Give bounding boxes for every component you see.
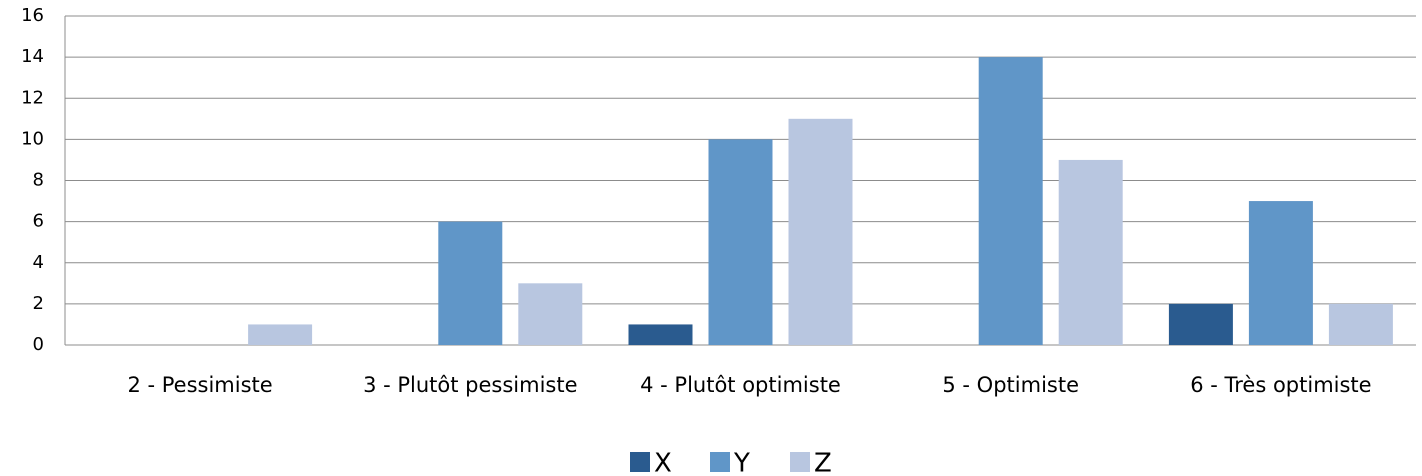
bar: [438, 221, 503, 345]
x-tick-label: 3 - Plutôt pessimiste: [363, 373, 577, 397]
y-tick-label: 14: [21, 46, 44, 67]
bar: [1168, 303, 1233, 345]
legend-label: Z: [814, 449, 832, 476]
legend-swatch: [710, 452, 730, 472]
y-tick-label: 8: [33, 170, 44, 191]
legend-label: Y: [733, 449, 750, 476]
bar: [628, 324, 693, 345]
bar: [1058, 159, 1123, 345]
x-tick-label: 2 - Pessimiste: [127, 373, 272, 397]
y-tick-label: 16: [21, 5, 44, 26]
y-tick-label: 12: [21, 87, 44, 108]
y-tick-label: 6: [33, 211, 44, 232]
legend-swatch: [630, 452, 650, 472]
y-tick-label: 10: [21, 128, 44, 149]
x-tick-label: 5 - Optimiste: [942, 373, 1079, 397]
bar: [788, 118, 853, 345]
x-tick-label: 6 - Très optimiste: [1190, 373, 1371, 397]
legend-label: X: [654, 449, 672, 476]
legend-swatch: [790, 452, 810, 472]
bar: [1248, 201, 1313, 345]
bar: [708, 139, 773, 345]
bar: [518, 283, 583, 345]
bar: [1328, 303, 1393, 345]
y-tick-label: 4: [33, 252, 44, 273]
y-tick-label: 0: [33, 334, 44, 355]
y-tick-label: 2: [33, 293, 44, 314]
bar: [978, 57, 1043, 345]
x-tick-label: 4 - Plutôt optimiste: [640, 373, 841, 397]
bar: [248, 324, 313, 345]
